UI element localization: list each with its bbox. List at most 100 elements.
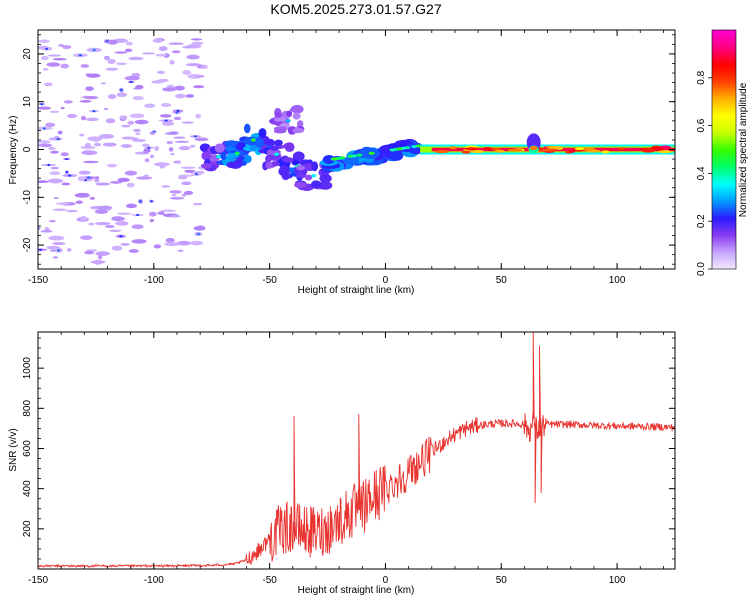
noise-speck [178,146,191,151]
noise-speck [80,235,93,240]
noise-speck [47,54,61,57]
clump-part [292,112,301,120]
colorbar-strip [712,211,736,214]
clump-part [224,146,237,152]
noise-speck [131,224,144,230]
snr-frame [37,331,676,570]
noise-speck [80,115,87,121]
band-rise-part [389,150,404,161]
colorbar-strip [712,59,736,63]
noise-speck [176,240,192,246]
noise-speck [53,196,59,200]
colorbar-strip [712,41,736,45]
colorbar-strip [712,193,736,196]
colorbar-strip [712,261,736,264]
noise-speck [182,45,195,49]
noise-speck [81,150,98,156]
noise-core [176,109,180,112]
noise-speck [120,243,130,246]
colorbar-strip [712,263,736,266]
band-rise-core [368,151,375,155]
colorbar-strip [712,137,736,141]
noise-speck [166,140,173,145]
colorbar-strip [712,253,736,256]
noise-speck [194,137,209,142]
colorbar-strip [712,63,736,67]
noise-core [92,48,96,51]
colorbar-strip [712,103,736,107]
colorbar-strip [712,221,736,224]
band-rise-core [396,147,403,151]
noise-speck [152,38,164,43]
colorbar-strip [712,123,736,127]
noise-core [78,54,82,57]
top-y-axis-label: Frequency (Hz) [8,116,19,185]
noise-speck [185,63,202,67]
clump-part [319,174,332,183]
noise-speck [155,53,168,57]
noise-speck [195,75,202,79]
band-rise-part [322,154,336,164]
colorbar-strip [712,45,736,49]
noise-speck [87,136,103,142]
colorbar-strip [712,157,736,161]
clump-part [255,137,264,148]
noise-speck [94,221,111,226]
clump-core [250,138,256,142]
top-x-tick-label: 100 [609,275,626,286]
noise-speck [63,100,73,104]
bottom-y-tick-label: 200 [22,520,33,537]
noise-speck [128,249,139,253]
colorbar-strip [712,257,736,260]
noise-core [92,110,96,113]
noise-speck [85,117,99,122]
clump-core [311,174,317,178]
noise-speck [45,122,56,128]
colorbar-strip [712,51,736,55]
noise-speck [141,143,150,147]
noise-speck [61,182,71,186]
noise-core [42,127,46,130]
top-y-tick-label: -20 [22,237,33,252]
colorbar-strip [712,87,736,91]
noise-speck [133,128,141,133]
colorbar-strip [712,181,736,184]
noise-core [68,174,72,177]
noise-speck [135,84,144,90]
colorbar-strip [712,127,736,131]
colorbar-strip [712,69,736,73]
clump-part [311,180,322,189]
colorbar-strip [712,91,736,95]
noise-speck [182,70,192,75]
noise-core [194,172,198,175]
noise-speck [38,106,52,110]
noise-speck [144,158,150,163]
colorbar-strip [712,201,736,204]
steady-band-variation [569,149,576,153]
noise-core [39,248,43,251]
colorbar-strip [712,163,736,167]
noise-speck [162,87,177,92]
colorbar-strip [712,199,736,202]
noise-speck [193,225,206,231]
colorbar-strip [712,79,736,83]
noise-speck [120,144,132,149]
noise-speck [125,203,138,209]
noise-speck [142,150,148,154]
clump-part [311,161,319,172]
noise-speck [102,142,117,147]
noise-speck [117,177,130,182]
top-x-tick-label: -100 [144,275,164,286]
clump-part [289,107,302,113]
clump-part [249,145,257,152]
colorbar-strip [712,129,736,133]
clump-part [270,146,279,151]
noise-speck [173,136,186,139]
colorbar-strip [712,265,736,268]
colorbar-strip [712,77,736,81]
colorbar-tick-label: 0.6 [696,118,707,132]
clump-part [274,139,283,147]
colorbar-strip [712,73,736,77]
top-x-tick-label: 50 [496,275,508,286]
